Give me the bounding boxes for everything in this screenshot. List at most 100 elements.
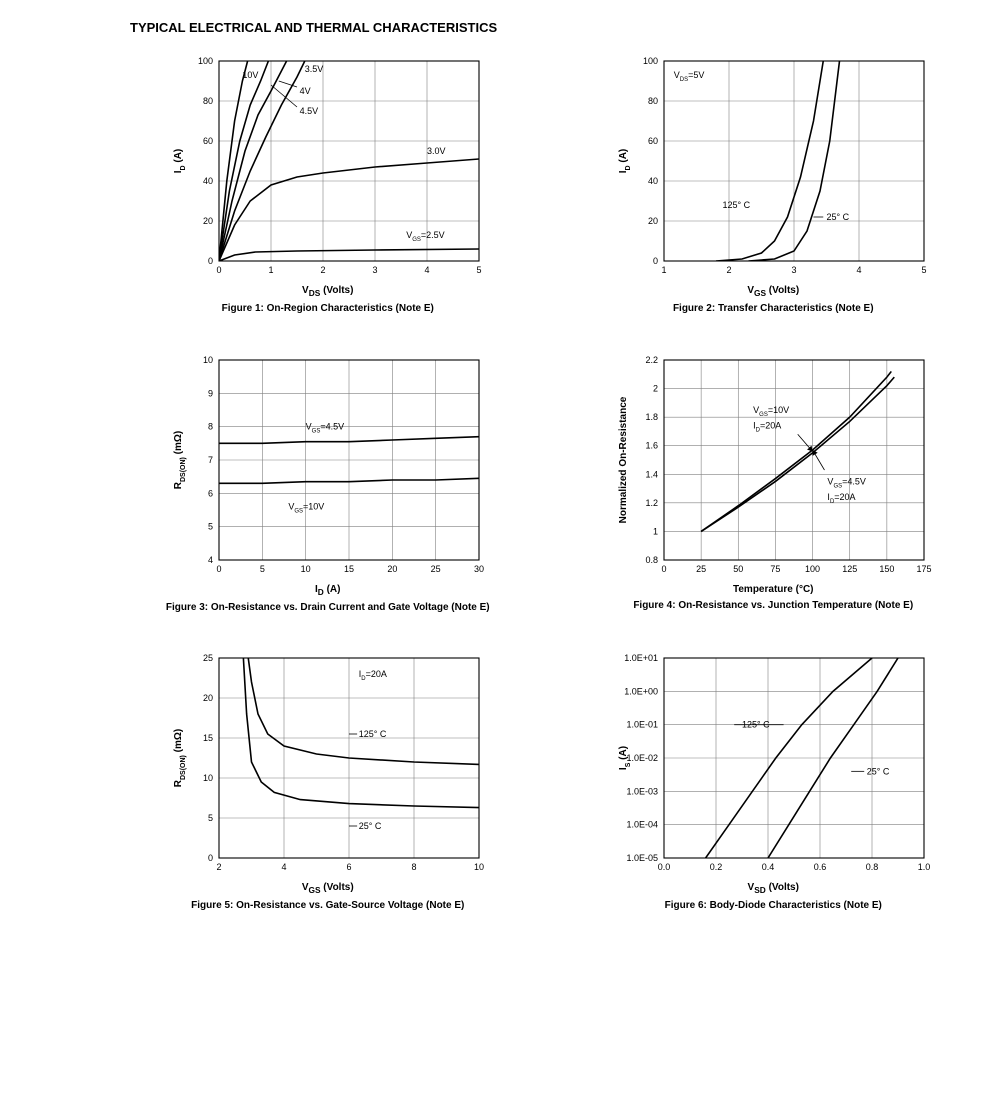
svg-text:5: 5: [260, 564, 265, 574]
fig5-curve-125C: [248, 658, 479, 764]
svg-text:0: 0: [662, 564, 667, 574]
svg-text:15: 15: [344, 564, 354, 574]
svg-text:80: 80: [648, 96, 658, 106]
svg-text:0: 0: [208, 256, 213, 266]
svg-text:100: 100: [643, 56, 658, 66]
svg-text:50: 50: [734, 564, 744, 574]
chart-grid: 01234502040608010010V3.5V4V4.5V3.0VVGS=2…: [140, 53, 961, 913]
fig3-svg: 05101520253045678910VGS=4.5VVGS=10VRDS(O…: [169, 352, 487, 582]
svg-text:20: 20: [648, 216, 658, 226]
svg-text:1.0E+01: 1.0E+01: [624, 653, 658, 663]
fig1-cell: 01234502040608010010V3.5V4V4.5V3.0VVGS=2…: [140, 53, 516, 316]
svg-text:3.0V: 3.0V: [427, 146, 446, 156]
fig1-caption: Figure 1: On-Region Characteristics (Not…: [222, 302, 434, 316]
svg-text:8: 8: [411, 862, 416, 872]
svg-text:3: 3: [372, 265, 377, 275]
svg-text:2.2: 2.2: [646, 355, 659, 365]
fig2-xlabel: VGS (Volts): [747, 285, 799, 298]
svg-text:25: 25: [696, 564, 706, 574]
svg-text:VDS=5V: VDS=5V: [674, 70, 705, 83]
svg-text:1.6: 1.6: [646, 440, 659, 450]
svg-text:4: 4: [281, 862, 286, 872]
svg-text:1.8: 1.8: [646, 412, 659, 422]
svg-text:4: 4: [424, 265, 429, 275]
svg-text:5: 5: [476, 265, 481, 275]
svg-text:20: 20: [203, 216, 213, 226]
fig4-curve-4.5V: [701, 371, 891, 531]
svg-text:1.0E-02: 1.0E-02: [627, 753, 659, 763]
svg-text:1.2: 1.2: [646, 497, 659, 507]
svg-text:125° C: 125° C: [742, 720, 770, 730]
fig6-xlabel: VSD (Volts): [748, 882, 799, 895]
svg-text:3: 3: [792, 265, 797, 275]
svg-text:80: 80: [203, 96, 213, 106]
svg-text:0.0: 0.0: [658, 862, 671, 872]
fig1-xlabel: VDS (Volts): [302, 285, 353, 298]
svg-text:150: 150: [880, 564, 895, 574]
svg-text:1: 1: [653, 526, 658, 536]
fig6-cell: 0.00.20.40.60.81.01.0E-051.0E-041.0E-031…: [586, 650, 962, 913]
fig5-xlabel: VGS (Volts): [302, 882, 354, 895]
svg-text:7: 7: [208, 455, 213, 465]
svg-text:6: 6: [346, 862, 351, 872]
svg-text:5: 5: [922, 265, 927, 275]
svg-text:ID=20A: ID=20A: [359, 669, 387, 682]
svg-text:Normalized On-Resistance: Normalized On-Resistance: [618, 396, 629, 523]
svg-text:20: 20: [203, 693, 213, 703]
svg-text:0.2: 0.2: [710, 862, 723, 872]
svg-text:VGS=10V: VGS=10V: [288, 501, 324, 514]
svg-text:0: 0: [208, 853, 213, 863]
svg-text:0.8: 0.8: [646, 555, 659, 565]
svg-text:1.0E+00: 1.0E+00: [624, 686, 658, 696]
svg-text:125: 125: [842, 564, 857, 574]
fig2-svg: 12345020406080100VDS=5V125° C25° CID (A): [614, 53, 932, 283]
svg-text:0.6: 0.6: [814, 862, 827, 872]
svg-text:125° C: 125° C: [359, 729, 387, 739]
fig6-caption: Figure 6: Body-Diode Characteristics (No…: [665, 899, 882, 913]
svg-text:10V: 10V: [242, 70, 258, 80]
svg-text:2: 2: [727, 265, 732, 275]
svg-text:60: 60: [648, 136, 658, 146]
svg-text:40: 40: [648, 176, 658, 186]
fig6-svg: 0.00.20.40.60.81.01.0E-051.0E-041.0E-031…: [614, 650, 932, 880]
svg-text:0: 0: [216, 265, 221, 275]
svg-text:6: 6: [208, 488, 213, 498]
svg-text:20: 20: [387, 564, 397, 574]
svg-text:2: 2: [216, 862, 221, 872]
svg-text:10: 10: [203, 355, 213, 365]
svg-text:10: 10: [300, 564, 310, 574]
svg-text:1: 1: [662, 265, 667, 275]
svg-text:30: 30: [474, 564, 484, 574]
svg-text:1.0E-03: 1.0E-03: [627, 786, 659, 796]
fig2-caption: Figure 2: Transfer Characteristics (Note…: [673, 302, 874, 316]
svg-text:25: 25: [430, 564, 440, 574]
svg-text:1.0E-05: 1.0E-05: [627, 853, 659, 863]
fig1-curve-3.0V: [219, 159, 479, 261]
svg-text:3.5V: 3.5V: [305, 64, 324, 74]
svg-text:ID (A): ID (A): [618, 149, 632, 174]
svg-text:1.0E-01: 1.0E-01: [627, 720, 659, 730]
fig5-svg: 2468100510152025ID=20A125° C25° CRDS(ON)…: [169, 650, 487, 880]
fig3-cell: 05101520253045678910VGS=4.5VVGS=10VRDS(O…: [140, 352, 516, 615]
svg-text:40: 40: [203, 176, 213, 186]
svg-text:8: 8: [208, 421, 213, 431]
svg-text:2: 2: [320, 265, 325, 275]
svg-text:125° C: 125° C: [723, 200, 751, 210]
svg-text:25: 25: [203, 653, 213, 663]
svg-text:75: 75: [771, 564, 781, 574]
svg-text:4.5V: 4.5V: [299, 106, 318, 116]
fig5-cell: 2468100510152025ID=20A125° C25° CRDS(ON)…: [140, 650, 516, 913]
fig5-caption: Figure 5: On-Resistance vs. Gate-Source …: [191, 899, 464, 913]
svg-text:4: 4: [857, 265, 862, 275]
fig4-cell: 02550751001251501750.811.21.41.61.822.2V…: [586, 352, 962, 615]
svg-text:1: 1: [268, 265, 273, 275]
section-title: TYPICAL ELECTRICAL AND THERMAL CHARACTER…: [130, 20, 961, 35]
svg-text:10: 10: [203, 773, 213, 783]
svg-text:4V: 4V: [299, 86, 310, 96]
svg-text:0: 0: [653, 256, 658, 266]
svg-text:VGS=2.5V: VGS=2.5V: [406, 230, 444, 243]
svg-text:RDS(ON) (mΩ): RDS(ON) (mΩ): [173, 430, 187, 488]
svg-text:25° C: 25° C: [867, 766, 890, 776]
svg-text:VGS=4.5V: VGS=4.5V: [828, 476, 866, 489]
svg-text:25° C: 25° C: [359, 821, 382, 831]
